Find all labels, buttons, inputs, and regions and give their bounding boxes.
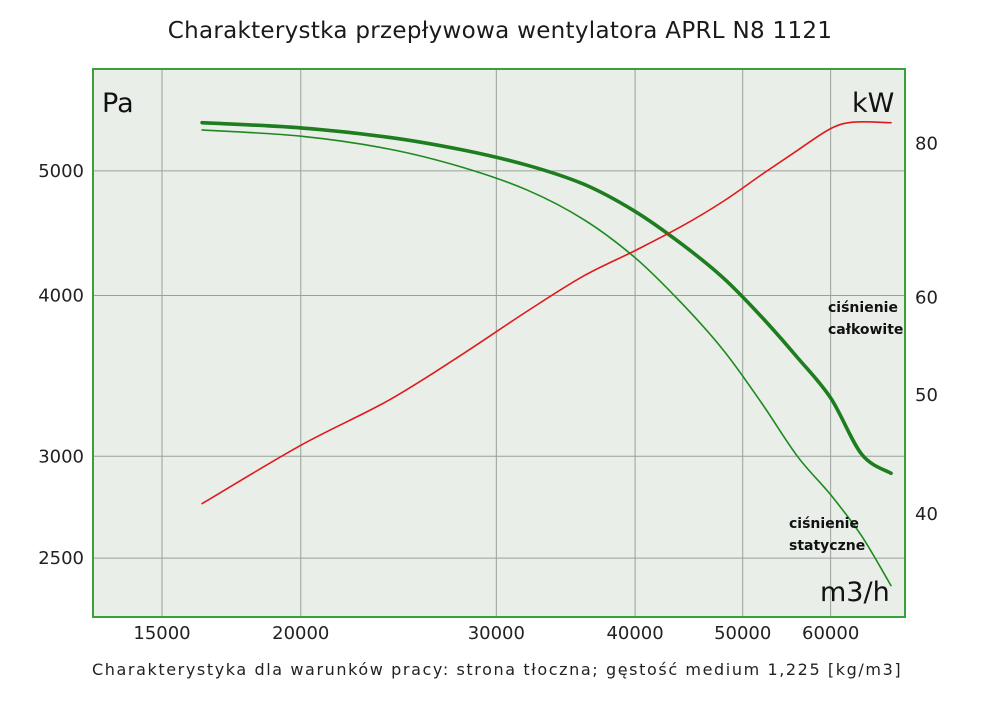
plot-frame	[92, 68, 906, 618]
annotation-total-pressure-line2: całkowite	[828, 322, 903, 338]
x-unit-label: m3/h	[820, 577, 890, 608]
y-left-unit-label: Pa	[102, 88, 134, 119]
chart-footnote: Charakterystyka dla warunków pracy: stro…	[92, 660, 903, 679]
tick-labels: 15000 20000 30000 40000 50000 60000 2500 3000 40…	[38, 134, 938, 644]
x-tick-label: 50000	[714, 623, 771, 644]
power-line	[201, 120, 892, 505]
x-tick-label: 30000	[468, 623, 525, 644]
y-right-unit-label: kW	[852, 88, 894, 119]
x-tick-label: 20000	[272, 623, 329, 644]
annotation-total-pressure-line1: ciśnienie	[828, 300, 898, 316]
y-left-tick-label: 4000	[38, 286, 84, 307]
total-pressure-line	[200, 120, 893, 476]
static-pressure-line	[201, 129, 892, 587]
x-tick-label: 15000	[133, 623, 190, 644]
x-tick-label: 40000	[606, 623, 663, 644]
annotation-static-pressure-line2: statyczne	[789, 538, 865, 554]
x-tick-label: 60000	[802, 623, 859, 644]
y-right-tick-label: 50	[915, 385, 938, 406]
plot-background	[93, 69, 905, 617]
y-right-tick-label: 40	[915, 504, 938, 525]
y-right-tick-label: 80	[915, 134, 938, 155]
y-left-tick-label: 2500	[38, 548, 84, 569]
series-lines	[200, 120, 893, 587]
annotation-static-pressure-line1: ciśnienie	[789, 516, 859, 532]
y-left-tick-label: 5000	[38, 161, 84, 182]
y-right-tick-label: 60	[915, 287, 938, 308]
y-left-tick-label: 3000	[38, 446, 84, 467]
grid-lines	[93, 69, 905, 617]
chart-title: Charakterystka przepływowa wentylatora A…	[167, 18, 833, 44]
